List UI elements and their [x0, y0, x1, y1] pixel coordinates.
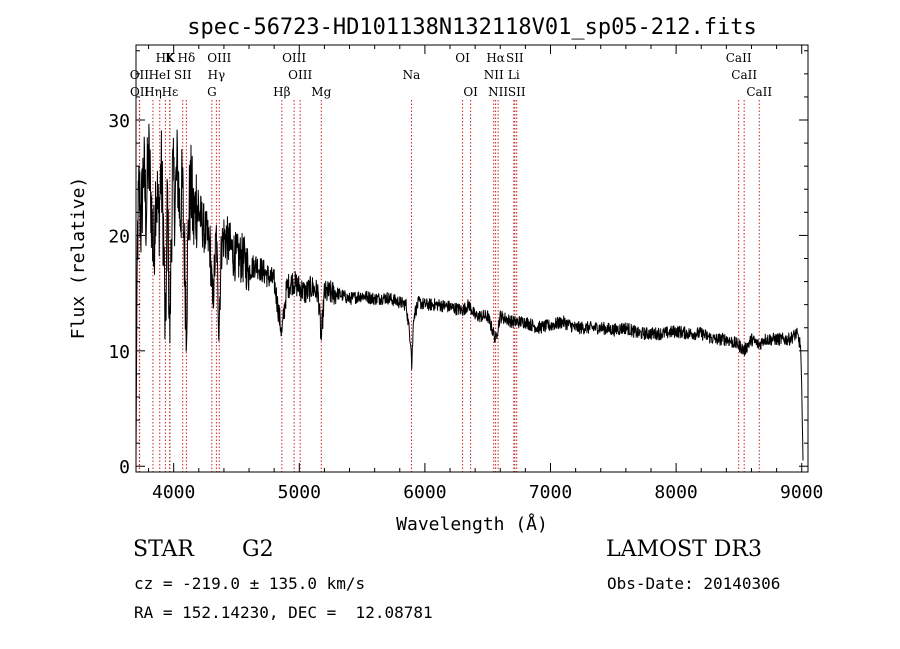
spectrum-line-group — [135, 123, 804, 463]
spectrum-line — [135, 123, 804, 463]
object-class: STAR — [133, 537, 194, 562]
line-marker-label: OIII — [288, 68, 312, 82]
line-marker-label: Hε — [162, 85, 179, 99]
line-marker-label: HeI — [149, 68, 172, 82]
line-marker-label: NII — [484, 68, 504, 82]
x-tick-label: 9000 — [780, 482, 823, 503]
x-tick-label: 7000 — [529, 482, 572, 503]
survey-name: LAMOST DR3 — [606, 537, 762, 562]
spectral-subclass: G2 — [242, 537, 274, 562]
line-marker-label: G — [207, 85, 217, 99]
line-marker-label: Hγ — [208, 68, 226, 82]
line-marker-label: OII — [130, 68, 150, 82]
y-tick-label: 30 — [108, 111, 130, 132]
line-marker-label: NII — [488, 85, 508, 99]
line-marker-label: Na — [403, 68, 421, 82]
line-marker-label: Hβ — [273, 85, 290, 99]
line-marker-label: CaII — [731, 68, 757, 82]
chart-title: spec-56723-HD101138N132118V01_sp05-212.f… — [187, 15, 757, 40]
plot-frame — [135, 44, 809, 473]
y-tick-label: 20 — [108, 226, 130, 247]
line-marker-label: Hδ — [178, 51, 196, 65]
axes-group: 4000 5000 6000 7000 8000 9000 0 10 20 30 — [108, 44, 823, 503]
y-axis-label: Flux (relative) — [68, 177, 89, 340]
obs-date-readout: Obs-Date: 20140306 — [607, 574, 781, 593]
line-marker-label: OIII — [207, 51, 231, 65]
coordinates-readout: RA = 152.14230, DEC = 12.08781 — [134, 603, 433, 622]
line-marker-label: Hη — [144, 85, 162, 99]
line-marker-label: OII — [130, 85, 150, 99]
line-marker-label: HK — [156, 51, 176, 65]
line-marker-label: OI — [463, 85, 478, 99]
x-tick-label: 4000 — [152, 482, 195, 503]
x-tick-label: 5000 — [278, 482, 321, 503]
line-marker-label: OI — [455, 51, 470, 65]
line-marker-label: SII — [506, 51, 524, 65]
line-marker-label: CaII — [746, 85, 772, 99]
line-marker-label: SII — [508, 85, 526, 99]
line-marker-label: OIII — [282, 51, 306, 65]
y-tick-label: 0 — [119, 457, 130, 478]
line-marker-label: K — [165, 51, 175, 65]
line-marker-label: Li — [508, 68, 520, 82]
y-tick-label: 10 — [108, 342, 130, 363]
line-marker-label: CaII — [726, 51, 752, 65]
x-tick-label: 8000 — [654, 482, 697, 503]
x-axis-label: Wavelength (Å) — [396, 513, 548, 535]
redshift-readout: cz = -219.0 ± 135.0 km/s — [134, 574, 366, 593]
line-marker-label: SII — [174, 68, 192, 82]
x-tick-label: 6000 — [403, 482, 446, 503]
line-marker-label: Mg — [311, 85, 331, 99]
line-marker-label: Hα — [486, 51, 505, 65]
